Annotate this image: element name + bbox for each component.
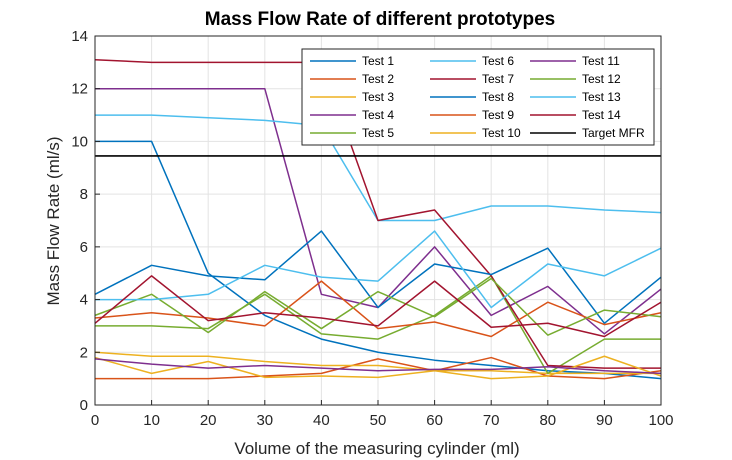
- legend-label: Test 2: [362, 72, 394, 86]
- series-line-test-3: [94, 351, 661, 375]
- y-tick-label: 8: [80, 186, 88, 203]
- series-lines: [94, 58, 662, 380]
- x-tick-label: 10: [143, 412, 160, 429]
- x-tick-label: 80: [539, 412, 556, 429]
- x-tick-label: 90: [596, 412, 613, 429]
- x-tick-label: 40: [313, 412, 330, 429]
- x-tick-label: 30: [256, 412, 273, 429]
- legend-label: Test 6: [482, 54, 514, 68]
- legend: Test 1 Test 2 Test 3 Test 4 Test 5 Test 6 Test…: [301, 48, 655, 146]
- x-tick-label: 0: [91, 412, 99, 429]
- series-line-test-13: [95, 230, 662, 309]
- series-line-test-11: [94, 358, 662, 375]
- x-tick-label: 50: [370, 412, 387, 429]
- series-line-test-2: [95, 356, 662, 380]
- y-tick-label: 2: [80, 344, 88, 361]
- legend-label: Test 10: [482, 126, 521, 140]
- y-tick-label: 14: [71, 28, 88, 45]
- series-line-test-1: [95, 140, 662, 380]
- series-line-test-12: [94, 277, 662, 336]
- x-tick-label: 60: [426, 412, 443, 429]
- y-tick-label: 6: [80, 239, 88, 256]
- y-tick-label: 12: [71, 81, 88, 98]
- series-line-test-7: [94, 58, 661, 369]
- x-tick-label: 70: [483, 412, 500, 429]
- legend-label: Test 7: [482, 72, 514, 86]
- x-tick-label: 100: [648, 412, 673, 429]
- legend-label: Test 12: [582, 72, 621, 86]
- series-line-test-10: [94, 355, 662, 380]
- axis-ticks: 0 10 20 30 40 50 60 70 80 90 100 0 2 4 6 8 10 12 14: [71, 28, 673, 429]
- series-line-test-5: [95, 275, 661, 375]
- legend-label: Target MFR: [582, 126, 645, 140]
- x-tick-label: 20: [200, 412, 217, 429]
- legend-label: Test 5: [362, 126, 394, 140]
- y-tick-label: 0: [80, 397, 88, 414]
- y-tick-label: 4: [80, 292, 88, 309]
- series-line-test-9: [94, 280, 662, 338]
- legend-label: Test 9: [482, 108, 514, 122]
- legend-box: [301, 48, 655, 146]
- x-axis-label: Volume of the measuring cylinder (ml): [234, 439, 519, 458]
- y-tick-label: 10: [71, 133, 88, 150]
- series-line-test-8: [94, 230, 662, 325]
- y-axis-label: Mass Flow Rate (ml/s): [44, 136, 63, 305]
- legend-label: Test 13: [582, 90, 621, 104]
- chart-title: Mass Flow Rate of different prototypes: [205, 9, 555, 30]
- series-line-test-14: [94, 275, 662, 338]
- legend-label: Test 1: [362, 54, 394, 68]
- legend-label: Test 3: [362, 90, 394, 104]
- legend-label: Test 4: [362, 108, 394, 122]
- legend-label: Test 8: [482, 90, 514, 104]
- legend-label: Test 11: [582, 54, 620, 68]
- legend-label: Test 14: [582, 108, 621, 122]
